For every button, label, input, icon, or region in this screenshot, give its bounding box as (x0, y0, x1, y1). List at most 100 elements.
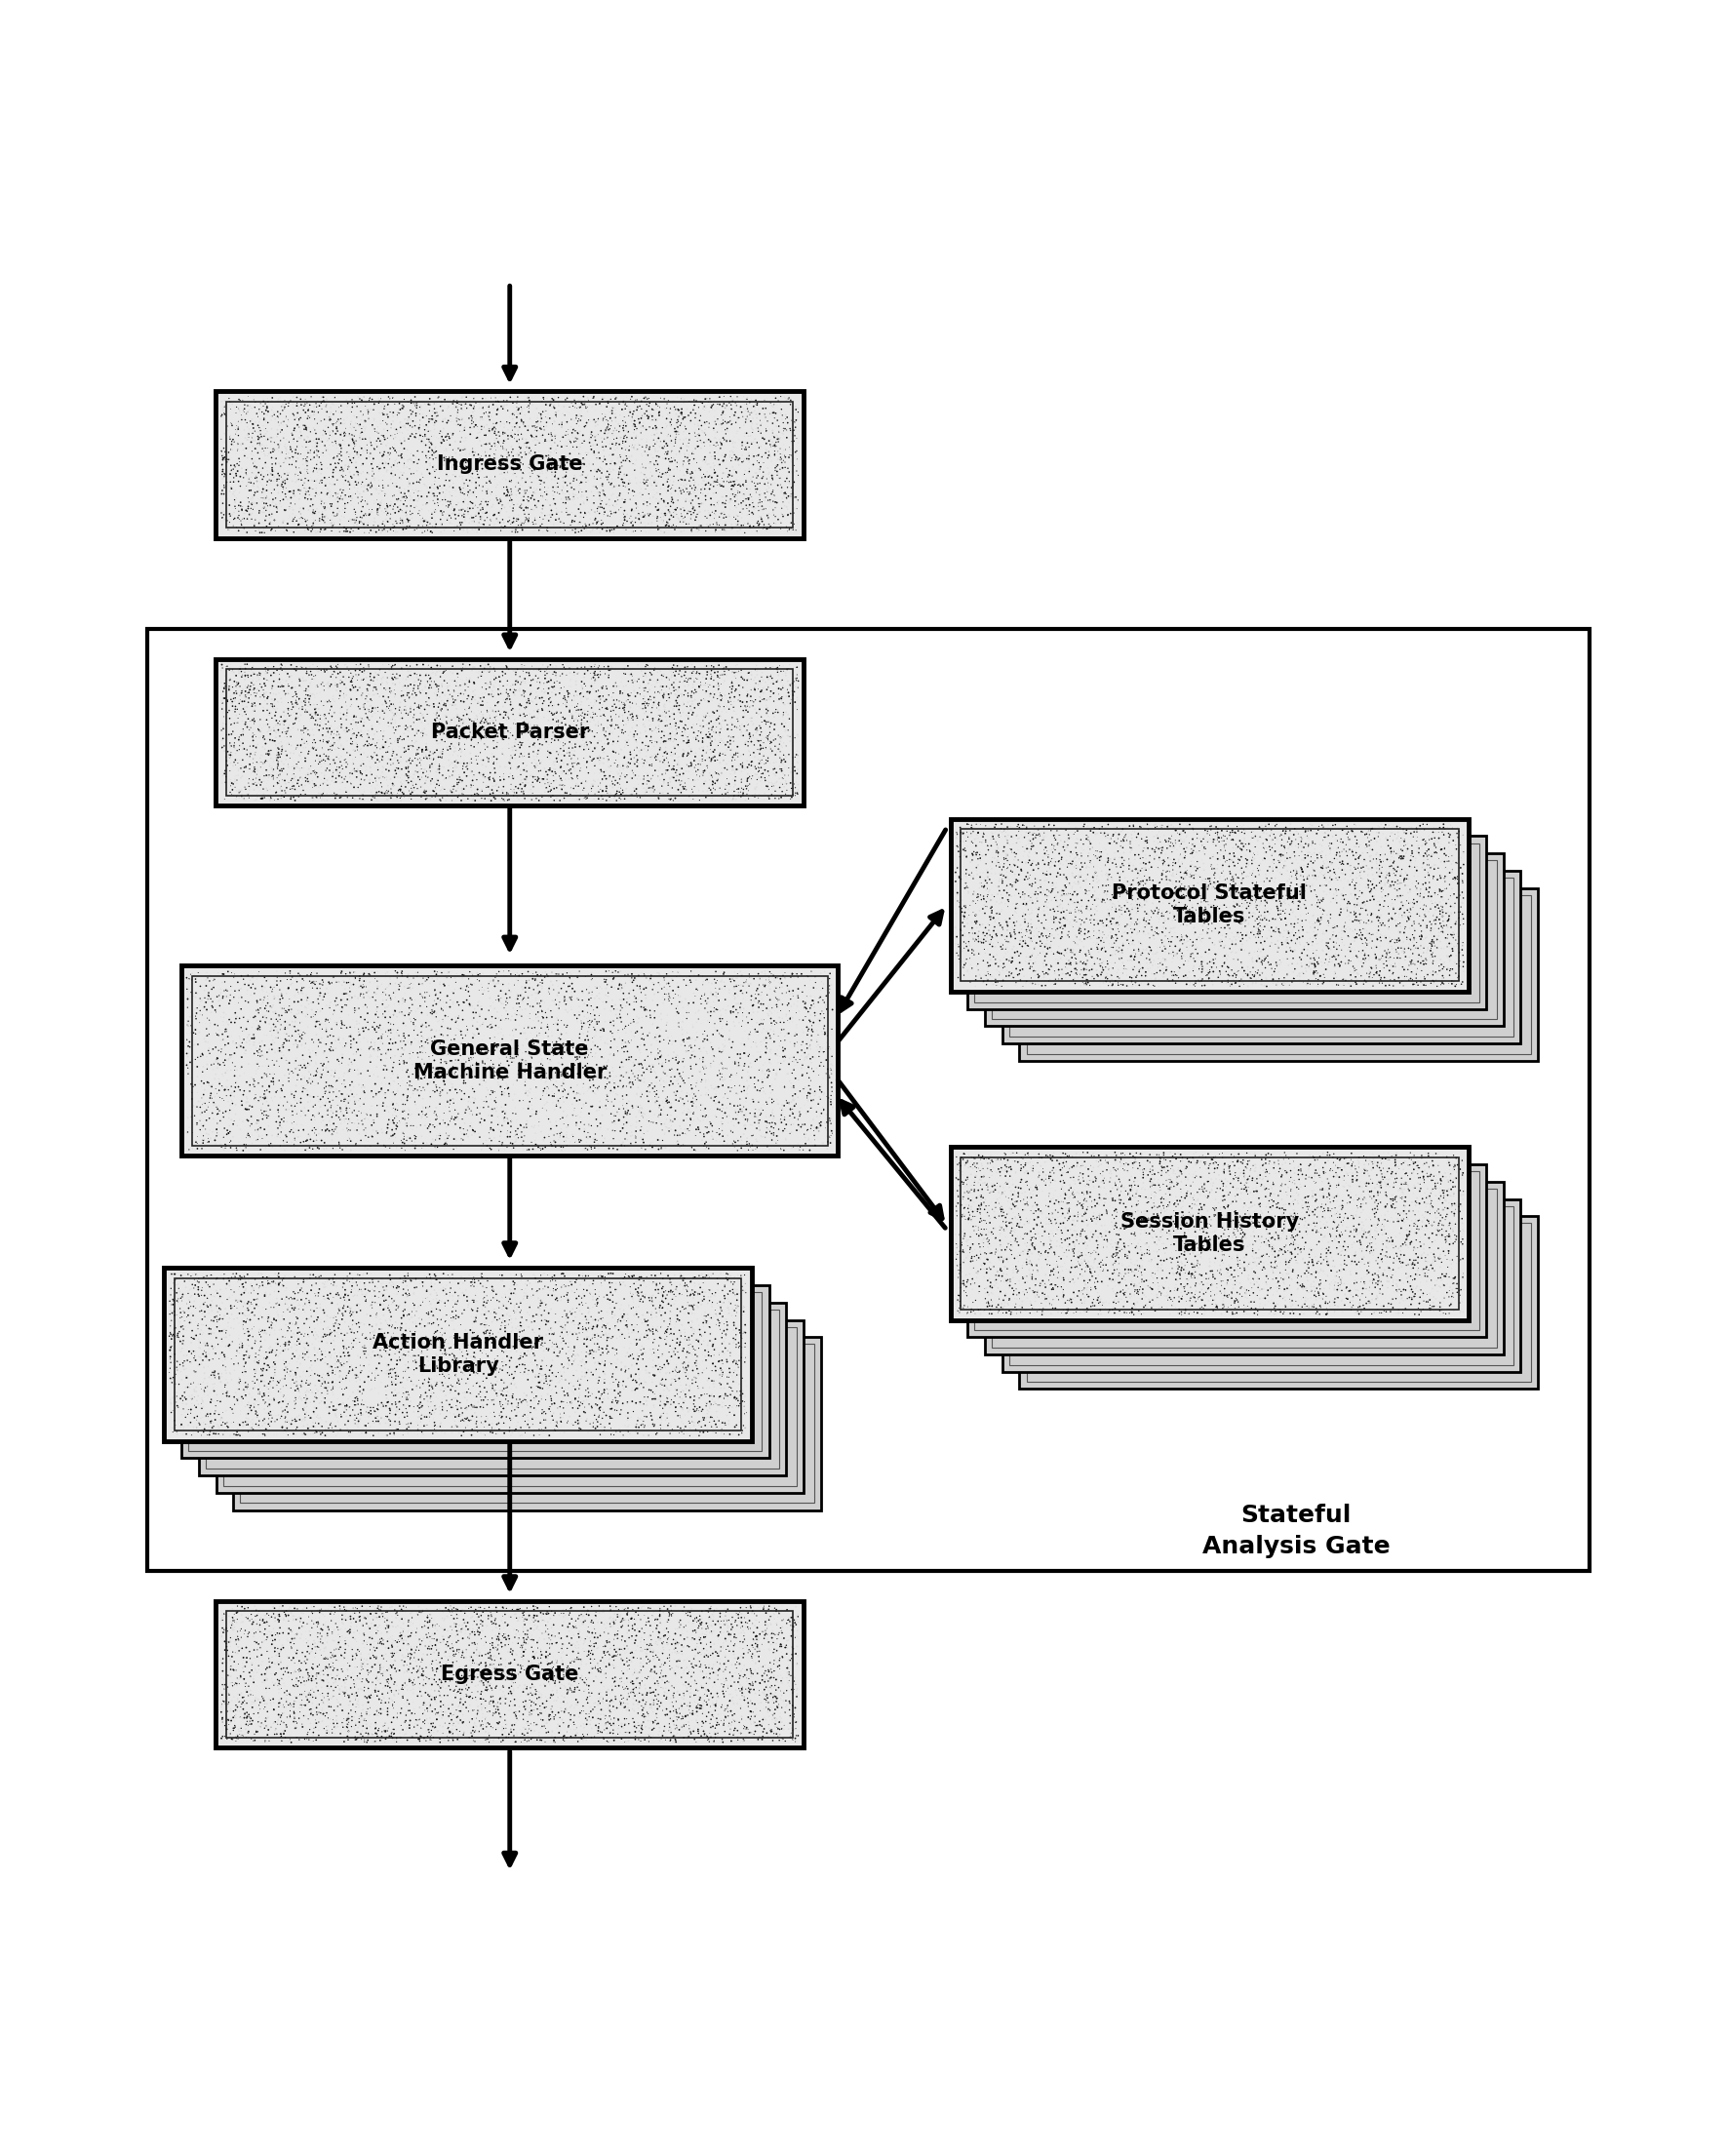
Point (1363, 847, 1391, 882)
Point (648, 1121, 676, 1156)
Point (1277, 1214, 1305, 1248)
Point (525, 1095, 553, 1130)
Point (373, 1720, 401, 1755)
Point (670, 386, 698, 420)
Point (211, 1611, 238, 1645)
Point (470, 1675, 498, 1710)
Point (755, 1059, 783, 1093)
Point (672, 468, 700, 502)
Point (627, 716, 655, 750)
Point (1230, 910, 1258, 944)
Point (287, 474, 314, 509)
Point (1213, 821, 1241, 856)
Point (626, 1339, 653, 1373)
Point (252, 1080, 280, 1115)
Point (1334, 845, 1362, 880)
Point (508, 461, 536, 496)
Point (330, 696, 358, 731)
Point (555, 416, 582, 451)
Point (684, 957, 712, 992)
Point (1438, 1246, 1465, 1281)
Point (1410, 839, 1438, 873)
Point (598, 763, 626, 798)
Point (232, 1304, 259, 1339)
Point (228, 1296, 256, 1330)
Point (969, 893, 997, 927)
Point (356, 966, 384, 1000)
Point (1293, 884, 1320, 918)
Point (726, 1416, 753, 1451)
Point (489, 783, 517, 817)
Point (498, 1003, 525, 1037)
Point (308, 1591, 335, 1626)
Point (401, 1050, 429, 1084)
Point (416, 1412, 444, 1447)
Point (980, 964, 1007, 998)
Point (995, 1283, 1023, 1317)
Point (543, 677, 570, 711)
Point (617, 1675, 645, 1710)
Point (539, 1358, 567, 1393)
Point (1225, 824, 1253, 858)
Point (261, 1591, 289, 1626)
Point (683, 735, 710, 770)
Point (689, 703, 717, 737)
Point (702, 765, 729, 800)
Point (251, 778, 278, 813)
Point (755, 1052, 783, 1087)
Point (1137, 936, 1165, 970)
Point (660, 1677, 688, 1712)
Point (467, 416, 494, 451)
Point (410, 1266, 437, 1300)
Point (731, 1647, 759, 1682)
Point (515, 436, 543, 470)
Point (700, 772, 727, 806)
Point (207, 1619, 235, 1654)
Point (394, 970, 422, 1005)
Point (240, 379, 268, 414)
Point (346, 440, 373, 474)
Point (727, 1690, 755, 1725)
Point (1042, 815, 1070, 849)
Point (691, 983, 719, 1018)
Point (1146, 819, 1173, 854)
Point (353, 1285, 380, 1319)
Point (700, 1339, 727, 1373)
Point (1279, 1294, 1306, 1328)
Point (976, 882, 1004, 916)
Point (1325, 1179, 1353, 1214)
Point (264, 1708, 292, 1742)
Point (1166, 1257, 1194, 1291)
Point (612, 748, 639, 783)
Point (943, 815, 971, 849)
Point (762, 692, 790, 727)
Point (724, 403, 752, 438)
Point (1242, 888, 1270, 923)
Point (175, 1037, 202, 1072)
Point (655, 1044, 683, 1078)
Point (1033, 1138, 1061, 1173)
Point (453, 1341, 480, 1376)
Point (949, 1235, 976, 1270)
Point (791, 990, 819, 1024)
Point (404, 1416, 432, 1451)
Point (657, 1091, 684, 1125)
Point (461, 466, 489, 500)
Point (593, 1684, 620, 1718)
Point (783, 990, 810, 1024)
Point (729, 1626, 757, 1660)
Point (702, 992, 729, 1026)
Point (1198, 1225, 1225, 1259)
Point (513, 1052, 541, 1087)
Point (518, 649, 546, 683)
Point (586, 1091, 613, 1125)
Point (1356, 865, 1384, 899)
Point (575, 696, 603, 731)
Point (449, 433, 477, 468)
Point (529, 692, 556, 727)
Point (377, 1022, 404, 1056)
Point (389, 511, 416, 545)
Point (270, 711, 297, 746)
Point (1308, 839, 1336, 873)
Point (235, 778, 263, 813)
